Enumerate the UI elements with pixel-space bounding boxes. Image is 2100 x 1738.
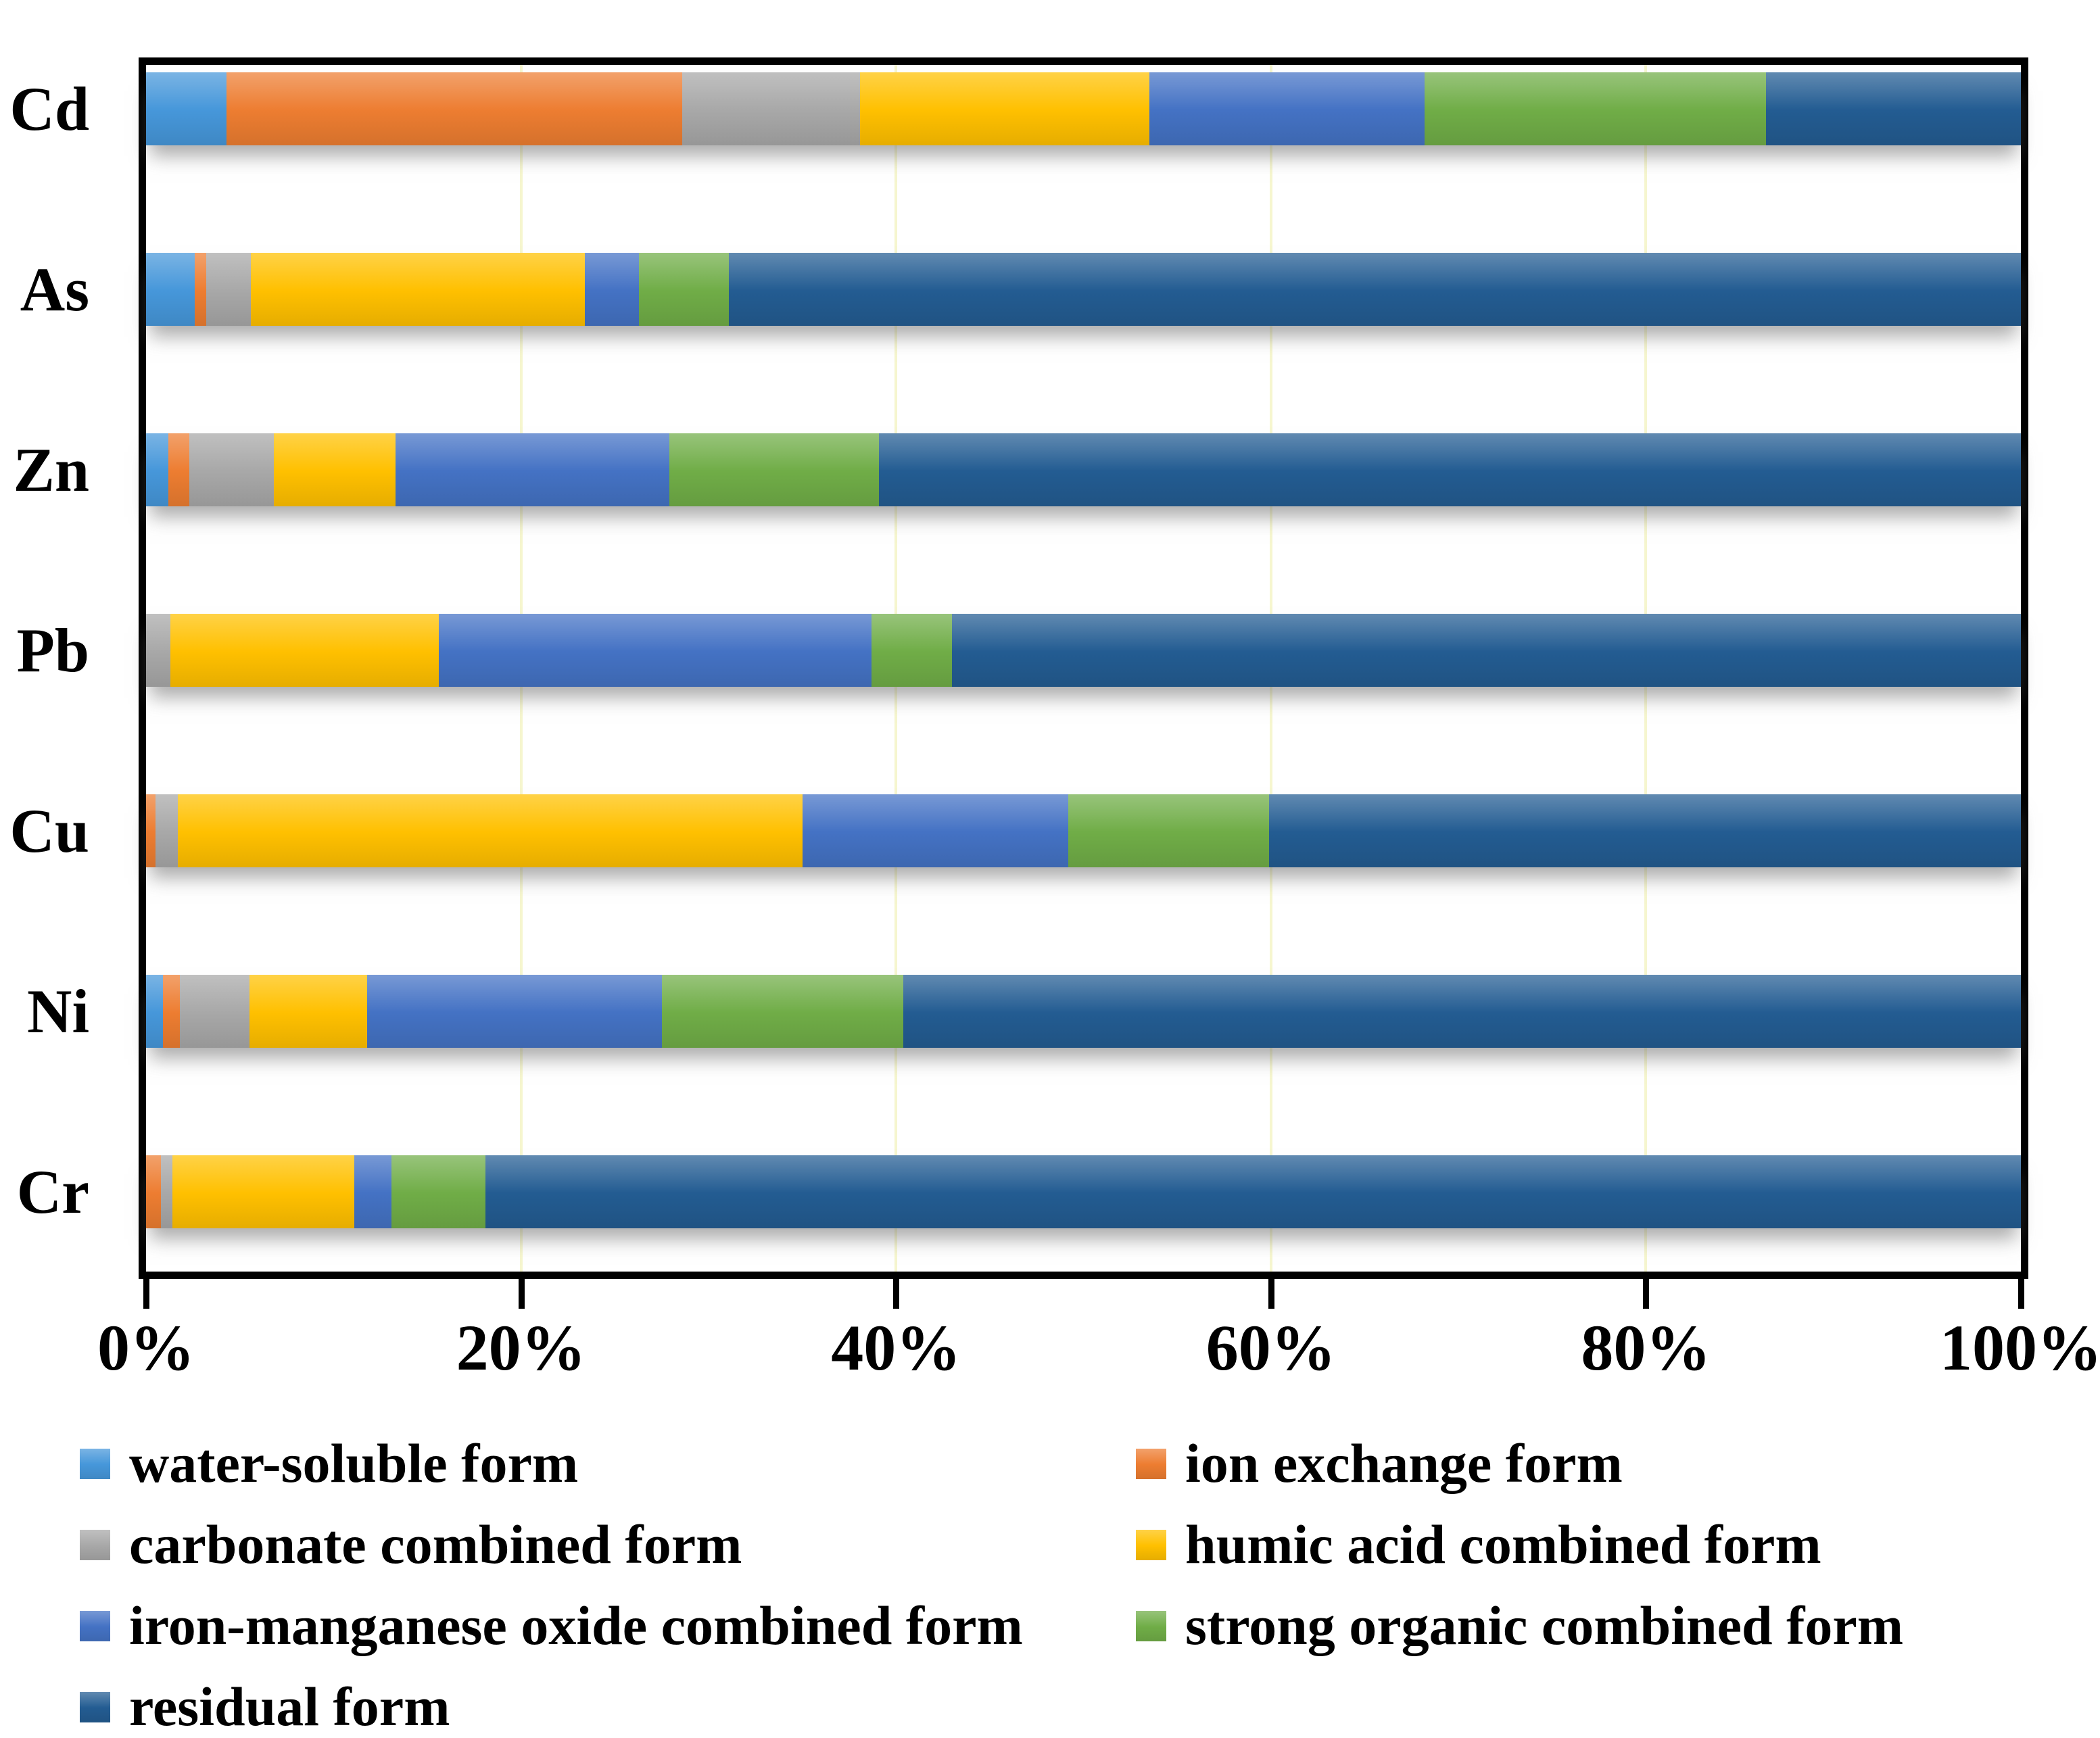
- bar-segment: [146, 72, 227, 145]
- bar-segment: [168, 433, 189, 506]
- legend-item: humic acid combined form: [1136, 1504, 1821, 1585]
- y-axis-label-Cr: Cr: [16, 1157, 89, 1226]
- legend-label: ion exchange form: [1185, 1432, 1623, 1494]
- bar-segment: [226, 72, 683, 145]
- plot-area: [139, 57, 2028, 1279]
- bar-segment: [146, 794, 156, 867]
- bar-segment: [952, 614, 2021, 687]
- bar-segment: [1149, 72, 1425, 145]
- legend-swatch-icon: [80, 1610, 110, 1641]
- bar-segment: [273, 433, 396, 506]
- bar-segment: [195, 253, 206, 326]
- bar-segment: [584, 253, 640, 326]
- bar-row-Cu: [146, 794, 2021, 867]
- legend-item: water-soluble form: [80, 1423, 578, 1504]
- legend-label: residual form: [129, 1676, 450, 1737]
- x-axis-tick-label-60: 60%: [1206, 1311, 1336, 1384]
- y-axis-label-Zn: Zn: [13, 435, 89, 504]
- bar-segment: [146, 975, 163, 1048]
- bar-segment: [354, 1155, 392, 1228]
- bar-segment: [155, 794, 178, 867]
- bar-row-Ni: [146, 975, 2021, 1048]
- legend-item: iron-manganese oxide combined form: [80, 1585, 1023, 1666]
- bar-segment: [146, 253, 195, 326]
- bar-row-Pb: [146, 614, 2021, 687]
- legend-label: carbonate combined form: [129, 1514, 742, 1575]
- y-axis-label-Pb: Pb: [16, 616, 89, 685]
- y-axis-label-Ni: Ni: [27, 977, 89, 1046]
- legend-label: humic acid combined form: [1185, 1514, 1821, 1575]
- bar-segment: [879, 433, 2021, 506]
- x-axis-tick-label-40: 40%: [831, 1311, 961, 1384]
- legend-item: carbonate combined form: [80, 1504, 742, 1585]
- bar-segment: [395, 433, 669, 506]
- bar-segment: [251, 253, 585, 326]
- bar-segment: [367, 975, 662, 1048]
- bar-segment: [1269, 794, 2021, 867]
- x-axis-tick-80: [1643, 1279, 1650, 1309]
- bar-segment: [172, 1155, 354, 1228]
- bar-segment: [189, 433, 274, 506]
- bar-segment: [391, 1155, 485, 1228]
- x-axis-tick-100: [2018, 1279, 2024, 1309]
- x-axis-tick-label-80: 80%: [1581, 1311, 1711, 1384]
- bar-segment: [146, 433, 169, 506]
- x-axis-tick-label-20: 20%: [456, 1311, 586, 1384]
- legend-item: strong organic combined form: [1136, 1585, 1903, 1666]
- bar-segment: [146, 1155, 162, 1228]
- bar-segment: [161, 1155, 172, 1228]
- bar-segment: [249, 975, 368, 1048]
- bar-segment: [485, 1155, 2021, 1228]
- bar-segment: [162, 975, 180, 1048]
- bar-segment: [1765, 72, 2021, 145]
- x-axis-tick-label-100: 100%: [1940, 1311, 2100, 1384]
- bar-segment: [669, 433, 880, 506]
- bar-segment: [146, 614, 171, 687]
- bar-segment: [178, 794, 803, 867]
- bar-segment: [1068, 794, 1269, 867]
- bar-segment: [872, 614, 953, 687]
- bar-segment: [802, 794, 1069, 867]
- plot-inner: [146, 65, 2021, 1272]
- x-axis-tick-20: [518, 1279, 525, 1309]
- bar-segment: [206, 253, 252, 326]
- legend-swatch-icon: [80, 1529, 110, 1560]
- x-axis-tick-60: [1268, 1279, 1274, 1309]
- bar-segment: [1425, 72, 1766, 145]
- x-axis-tick-40: [893, 1279, 900, 1309]
- legend-label: iron-manganese oxide combined form: [129, 1595, 1023, 1656]
- bar-segment: [438, 614, 872, 687]
- legend-swatch-icon: [80, 1691, 110, 1722]
- y-axis-label-Cd: Cd: [9, 74, 89, 143]
- bar-row-Cd: [146, 72, 2021, 145]
- bar-segment: [170, 614, 439, 687]
- legend-item: ion exchange form: [1136, 1423, 1623, 1504]
- y-axis-label-Cu: Cu: [9, 796, 89, 865]
- bar-segment: [661, 975, 904, 1048]
- bar-segment: [729, 253, 2021, 326]
- legend-swatch-icon: [1136, 1529, 1166, 1560]
- legend-label: water-soluble form: [129, 1432, 579, 1494]
- bar-segment: [179, 975, 249, 1048]
- legend-swatch-icon: [1136, 1448, 1166, 1479]
- x-axis-tick-label-0: 0%: [97, 1311, 195, 1384]
- bar-row-Zn: [146, 433, 2021, 506]
- y-axis-label-As: As: [20, 255, 89, 324]
- x-axis-tick-0: [143, 1279, 149, 1309]
- bar-segment: [903, 975, 2021, 1048]
- bar-segment: [639, 253, 730, 326]
- bar-row-As: [146, 253, 2021, 326]
- legend-swatch-icon: [80, 1448, 110, 1479]
- bar-segment: [860, 72, 1149, 145]
- legend-swatch-icon: [1136, 1610, 1166, 1641]
- legend-label: strong organic combined form: [1185, 1595, 1904, 1656]
- legend-item: residual form: [80, 1666, 450, 1738]
- bar-segment: [682, 72, 861, 145]
- bar-row-Cr: [146, 1155, 2021, 1228]
